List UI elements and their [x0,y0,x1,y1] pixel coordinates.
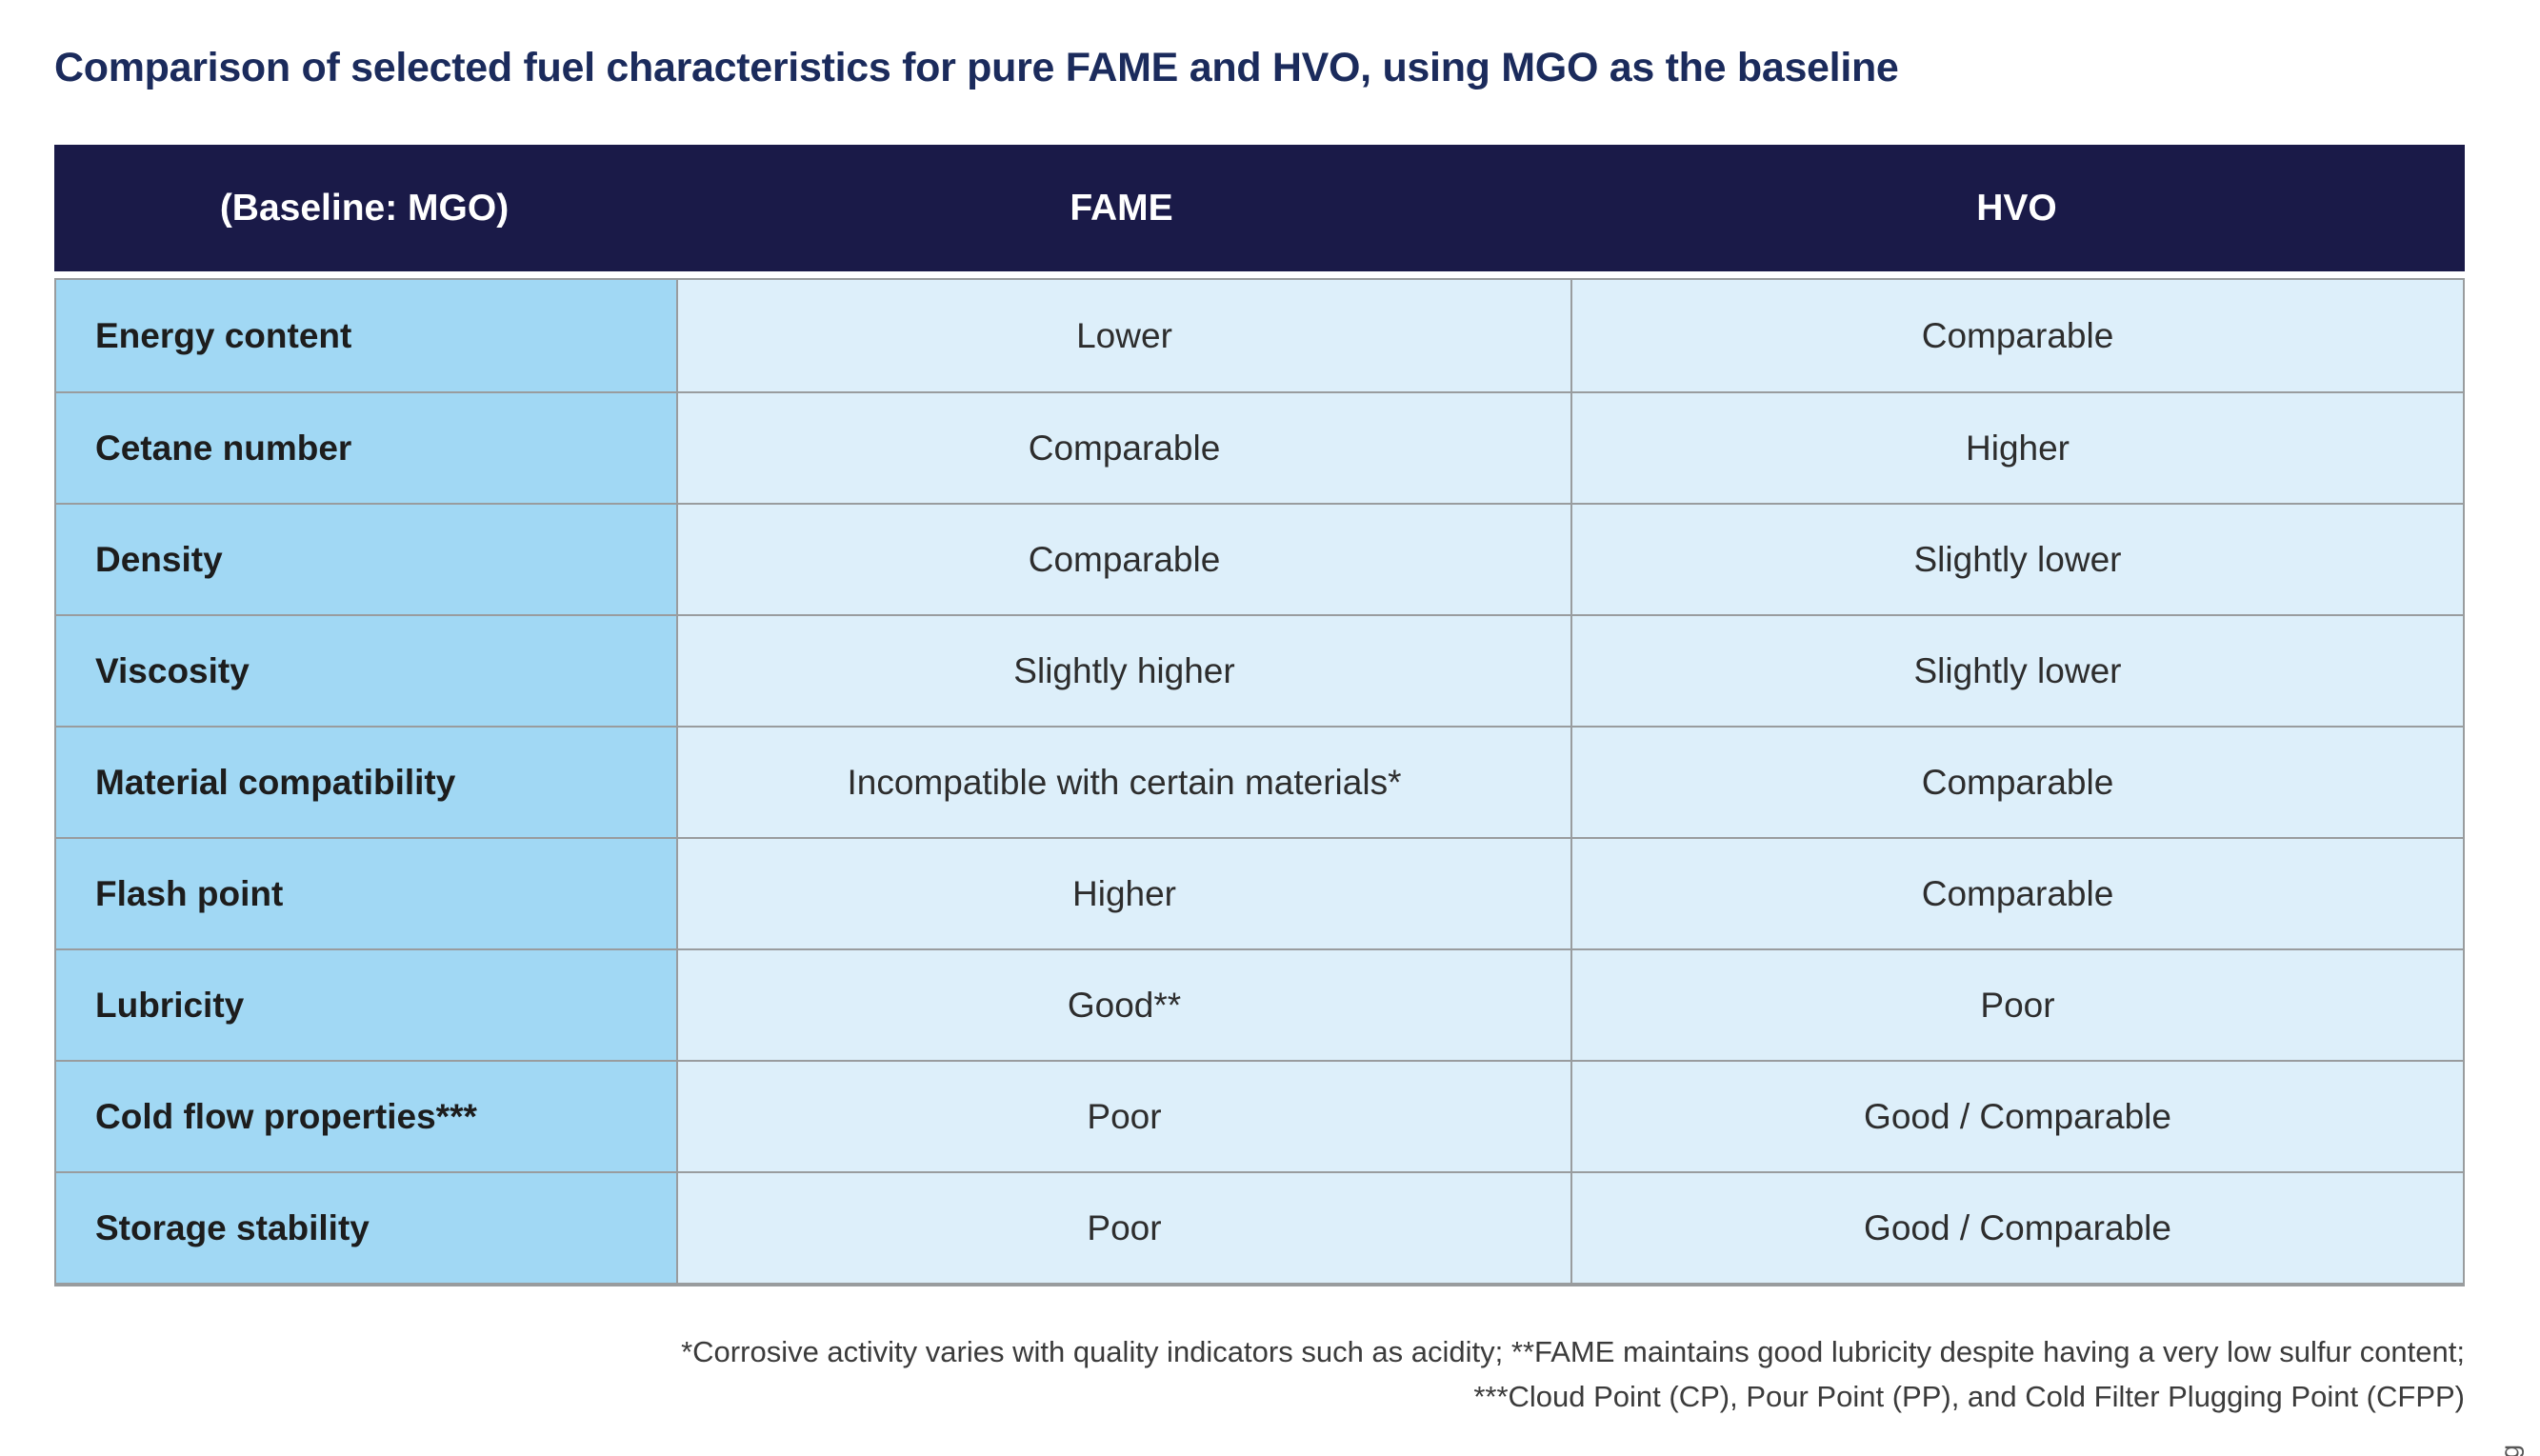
fame-value: Poor [676,1173,1570,1283]
hvo-value: Comparable [1570,839,2463,948]
table-body: Energy content Lower Comparable Cetane n… [54,278,2465,1286]
table-row: Cetane number Comparable Higher [56,391,2463,503]
hvo-value: Comparable [1570,280,2463,391]
header-cell-hvo: HVO [1976,187,2057,229]
table-row: Density Comparable Slightly lower [56,503,2463,614]
fame-value: Poor [676,1062,1570,1171]
page-title: Comparison of selected fuel characterist… [54,45,1899,90]
table-row: Lubricity Good** Poor [56,948,2463,1060]
row-label: Storage stability [56,1173,676,1283]
fame-value: Slightly higher [676,616,1570,726]
row-label: Energy content [56,280,676,391]
header-cell-baseline: (Baseline: MGO) [219,187,510,229]
row-label: Lubricity [56,950,676,1060]
row-label: Flash point [56,839,676,948]
row-label: Cetane number [56,393,676,503]
hvo-value: Good / Comparable [1570,1173,2463,1283]
fame-value: Lower [676,280,1570,391]
row-label: Density [56,505,676,614]
hvo-value: Slightly lower [1570,505,2463,614]
fuel-comparison-table: (Baseline: MGO) FAME HVO Energy content … [54,145,2465,1286]
row-label: Viscosity [56,616,676,726]
hvo-value: Slightly lower [1570,616,2463,726]
hvo-value: Poor [1570,950,2463,1060]
footnotes: *Corrosive activity varies with quality … [681,1329,2465,1419]
source-credit: Source: DNV White Paper – Biofuels in sh… [2495,1445,2525,1456]
row-label: Cold flow properties*** [56,1062,676,1171]
table-header-row: (Baseline: MGO) FAME HVO [54,145,2465,271]
hvo-value: Good / Comparable [1570,1062,2463,1171]
table-row: Material compatibility Incompatible with… [56,726,2463,837]
hvo-value: Comparable [1570,728,2463,837]
row-label: Material compatibility [56,728,676,837]
table-row: Viscosity Slightly higher Slightly lower [56,614,2463,726]
footnote-line-1: *Corrosive activity varies with quality … [681,1335,2465,1368]
table-row: Flash point Higher Comparable [56,837,2463,948]
table-row: Cold flow properties*** Poor Good / Comp… [56,1060,2463,1171]
fame-value: Comparable [676,393,1570,503]
footnote-line-2: ***Cloud Point (CP), Pour Point (PP), an… [1473,1380,2465,1413]
fame-value: Incompatible with certain materials* [676,728,1570,837]
table-row: Energy content Lower Comparable [56,280,2463,391]
fame-value: Comparable [676,505,1570,614]
header-cell-fame: FAME [1070,187,1173,229]
fame-value: Higher [676,839,1570,948]
hvo-value: Higher [1570,393,2463,503]
table-row: Storage stability Poor Good / Comparable [56,1171,2463,1283]
fame-value: Good** [676,950,1570,1060]
